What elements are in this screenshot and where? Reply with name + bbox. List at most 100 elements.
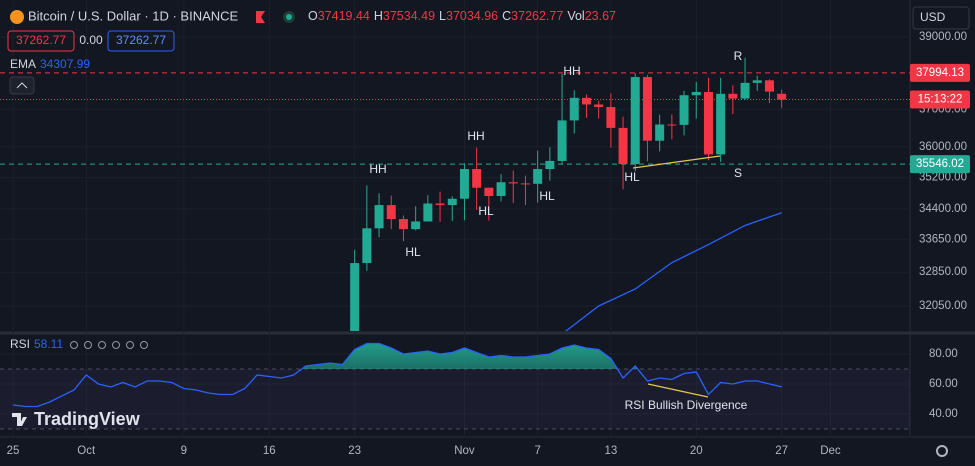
candle-body [350, 263, 360, 331]
candle-body [435, 203, 445, 206]
y-tick-label: 32850.00 [919, 266, 967, 278]
candle-body [752, 80, 762, 83]
rsi-value: 58.11 [34, 337, 63, 351]
ohlc-key: O [308, 9, 318, 23]
ema-label: EMA [10, 57, 36, 71]
rsi-tick-label: 60.00 [929, 378, 958, 390]
collapse-icon [16, 82, 28, 89]
rsi-trendline [647, 383, 709, 398]
collapse-button[interactable] [9, 76, 35, 95]
candle-body [740, 82, 750, 99]
x-tick-label: 23 [348, 445, 361, 457]
price-trendline [632, 155, 721, 169]
ohlc-value: 37034.96 [446, 9, 498, 23]
y-tick-label: 32050.00 [919, 300, 967, 312]
ohlc: O37419.44 H37534.49 L37034.96 C37262.77 Vol2… [308, 9, 616, 23]
rsi-overbought-fill [301, 343, 638, 369]
rsi-icons [70, 341, 148, 349]
annotation: HH [467, 129, 484, 143]
candle-body [594, 104, 604, 108]
ohlc-key: L [439, 9, 446, 23]
annotation: HL [478, 204, 494, 218]
sell-price: 37262.77 [16, 33, 66, 47]
flag-icon[interactable] [256, 11, 265, 23]
annotation: HL [624, 170, 640, 184]
candle-body [569, 97, 579, 121]
buy-box[interactable] [107, 30, 175, 52]
rsi-band [0, 368, 910, 429]
ohlc-value: 37534.49 [383, 9, 435, 23]
candle-body [398, 219, 408, 230]
candle-body [374, 205, 384, 229]
level-label: 35546.02 [916, 158, 964, 170]
x-tick-label: 25 [7, 445, 20, 457]
ohlc-key: Vol [567, 9, 584, 23]
currency-box[interactable] [912, 6, 970, 30]
status-dot [286, 14, 292, 20]
annotation: HL [539, 189, 555, 203]
candle-body [508, 182, 518, 184]
candle-body [484, 187, 494, 196]
ema-value: 34307.99 [40, 57, 90, 71]
x-tick-label: 20 [690, 445, 703, 457]
candle-body [679, 95, 689, 125]
annotation: HL [405, 245, 421, 259]
candle-body [533, 169, 543, 184]
y-tick-label: 33650.00 [919, 233, 967, 245]
candle-body [411, 221, 421, 230]
candle-body [362, 228, 372, 264]
annotation: R [734, 49, 743, 63]
candle-body [728, 93, 738, 99]
candle-body [618, 127, 628, 165]
divergence-label: RSI Bullish Divergence [625, 398, 748, 412]
x-tick-label: Nov [454, 445, 475, 457]
sell-box[interactable] [7, 30, 75, 52]
candle-body [459, 169, 469, 199]
candle-body [606, 107, 616, 128]
buy-price: 37262.77 [116, 33, 166, 47]
annotation: HH [369, 162, 386, 176]
coin-icon [10, 10, 24, 24]
candle-body [557, 120, 567, 161]
candle-body [447, 198, 457, 206]
y-tick-label: 36000.00 [919, 141, 967, 153]
candle-body [642, 77, 652, 141]
candle-body [703, 91, 713, 155]
countdown: 15:13:22 [918, 94, 963, 106]
x-tick-label: 16 [263, 445, 276, 457]
candle-body [777, 93, 787, 100]
spread: 0.00 [79, 33, 103, 47]
y-tick-label: 34400.00 [919, 203, 967, 215]
countdown-box [910, 90, 970, 109]
watermark: TradingView [34, 409, 141, 429]
settings-icon[interactable] [936, 445, 948, 457]
rsi-line [12, 342, 782, 408]
currency: USD [920, 10, 946, 24]
candle-body [496, 182, 506, 196]
candle-body [581, 97, 591, 105]
ema-line [564, 212, 782, 331]
level-label: 37994.13 [916, 67, 964, 79]
x-tick-label: 9 [181, 445, 187, 457]
candle-body [545, 160, 555, 170]
candle-body [520, 183, 530, 185]
ohlc-value: 23.67 [585, 9, 616, 23]
candle-body [472, 169, 482, 188]
x-tick-label: Dec [820, 445, 841, 457]
annotation: S [734, 166, 742, 180]
y-tick-label: 35200.00 [919, 172, 967, 184]
ohlc-value: 37419.44 [318, 9, 370, 23]
x-tick-label: Oct [77, 445, 96, 457]
rsi-tick-label: 80.00 [929, 348, 958, 360]
candle-body [423, 203, 433, 222]
candle-body [667, 124, 677, 126]
candle-body [655, 124, 665, 141]
rsi-label: RSI [10, 337, 30, 351]
candle-body [764, 80, 774, 92]
candle-body [716, 93, 726, 155]
x-tick-label: 27 [775, 445, 788, 457]
x-tick-label: 13 [604, 445, 617, 457]
logo [12, 413, 27, 426]
